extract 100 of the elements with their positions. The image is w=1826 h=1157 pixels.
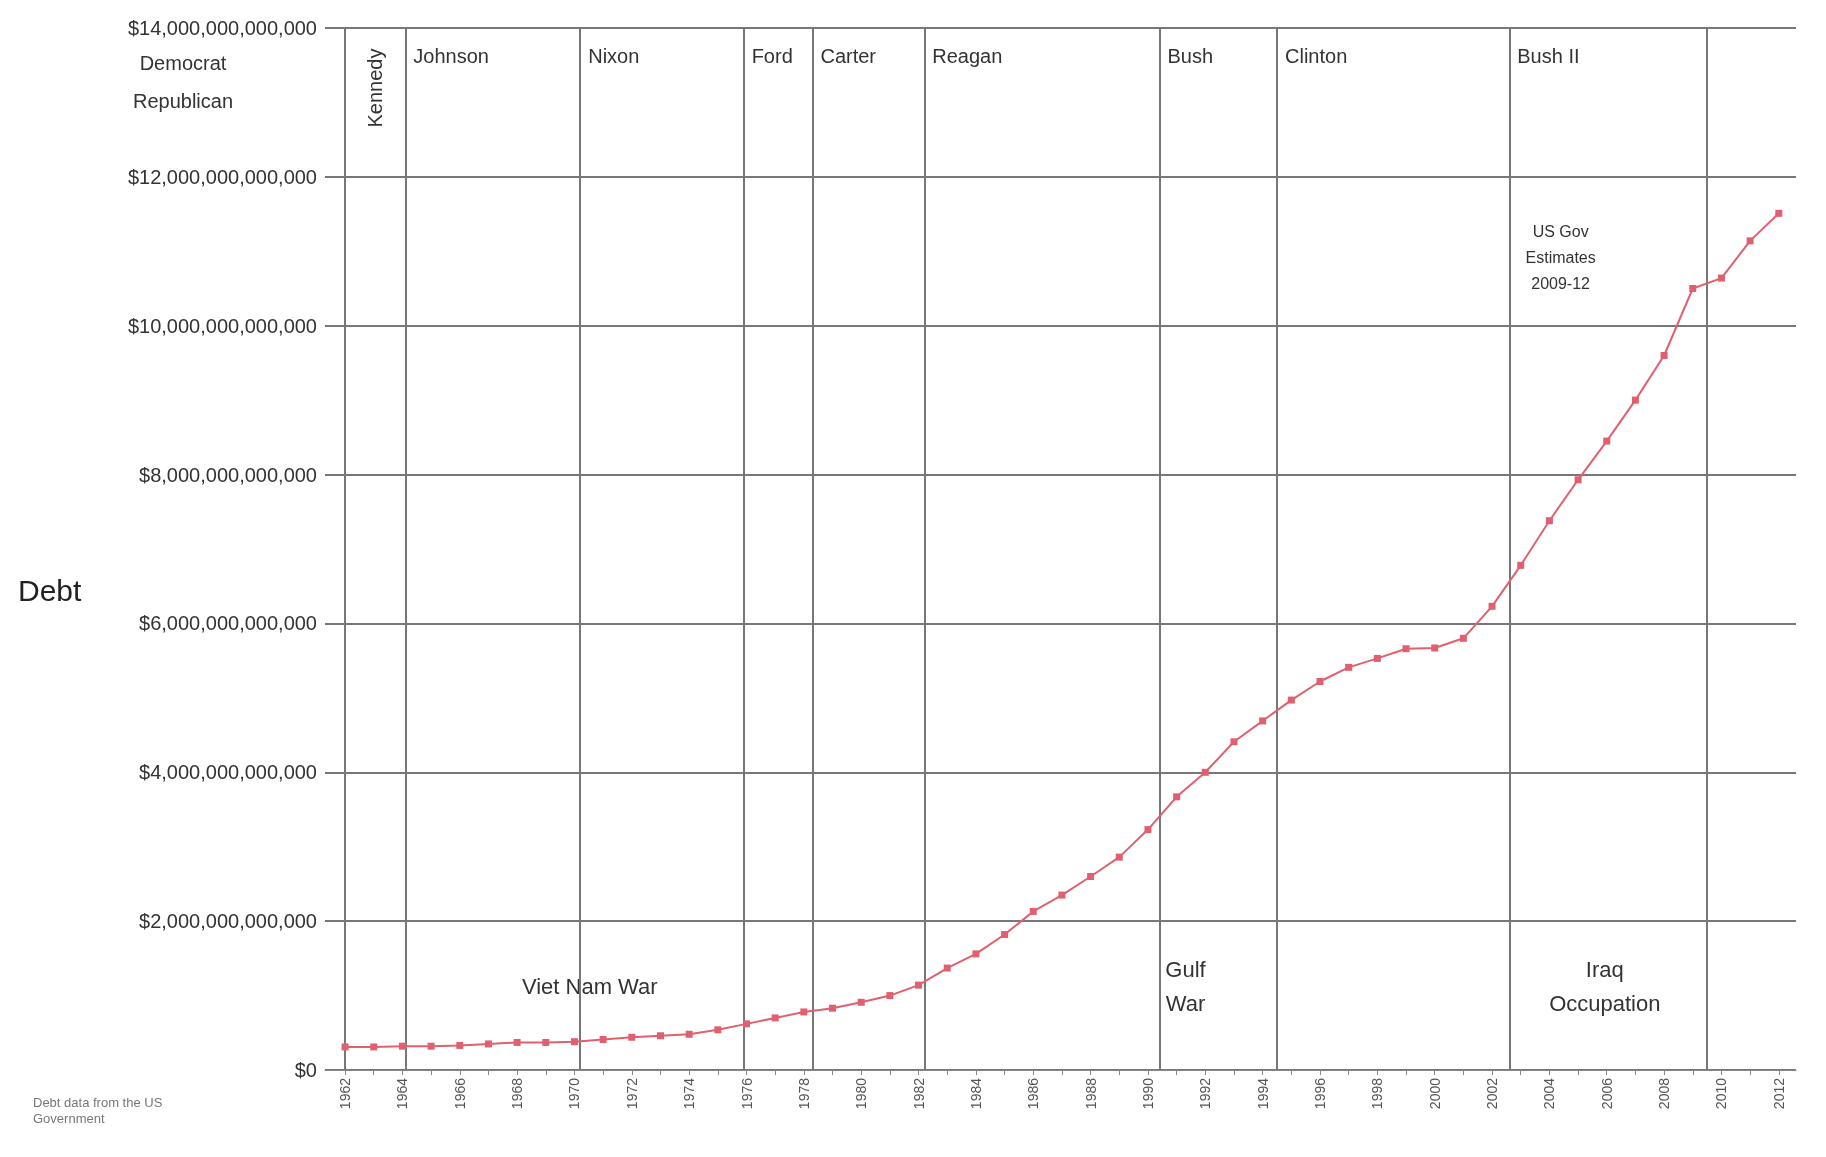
x-tick-label: 1970	[566, 1077, 583, 1110]
x-tick-label: 1996	[1312, 1077, 1328, 1110]
point	[1115, 853, 1123, 861]
x-tick-label: 1968	[509, 1077, 526, 1110]
point	[1746, 237, 1754, 245]
point	[427, 1042, 435, 1050]
point	[1517, 561, 1525, 569]
point	[1775, 209, 1783, 217]
annotation: Iraq Occupation	[1549, 957, 1661, 1017]
point	[1230, 738, 1238, 746]
text: Republican	[132, 90, 234, 112]
y-tick-label: $4,000,000,000,000	[139, 761, 317, 784]
point	[599, 1035, 607, 1043]
point	[656, 1032, 664, 1040]
point	[1058, 891, 1066, 899]
x-tick-label: 1966	[451, 1077, 468, 1110]
point	[398, 1042, 406, 1050]
point	[685, 1030, 693, 1038]
x-tick-label: 1974	[681, 1077, 698, 1110]
point	[1029, 907, 1037, 915]
ref-line-label: Bush	[1167, 45, 1214, 67]
x-tick-label: 2000	[1426, 1077, 1443, 1110]
text: Debt data from the US Government	[33, 1094, 163, 1126]
x-tick-label: 1964	[394, 1077, 411, 1110]
x-tick-label: 1962	[337, 1077, 354, 1110]
point	[1259, 717, 1267, 725]
point	[714, 1026, 722, 1034]
point	[1287, 696, 1295, 704]
point	[1545, 517, 1553, 525]
point	[1144, 826, 1152, 834]
point	[1431, 644, 1439, 652]
x-tick-label: 1972	[623, 1077, 640, 1110]
point	[513, 1038, 521, 1046]
y-tick-label: $10,000,000,000,000	[127, 314, 317, 337]
point	[829, 1004, 837, 1012]
annotation: Gulf War	[1165, 957, 1207, 1017]
point	[1660, 351, 1668, 359]
x-tick-label: 1978	[795, 1077, 812, 1110]
x-tick-label: 2010	[1713, 1077, 1730, 1110]
text: Democrat	[139, 52, 227, 74]
y-tick-label: $0	[294, 1059, 317, 1081]
point	[542, 1038, 550, 1046]
point	[1631, 396, 1639, 404]
point	[1459, 634, 1467, 642]
point	[857, 998, 865, 1006]
point	[1402, 645, 1410, 653]
point	[341, 1043, 349, 1051]
point	[1603, 437, 1611, 445]
point	[1201, 768, 1209, 776]
ref-line-label: Johnson	[413, 45, 489, 67]
annotation: US Gov Estimates 2009-12	[1525, 222, 1596, 292]
ref-line-label: Bush II	[1517, 45, 1580, 67]
y-tick-label: $14,000,000,000,000	[127, 17, 317, 39]
point	[943, 964, 951, 972]
point	[456, 1041, 464, 1049]
point	[915, 981, 923, 989]
y-tick-label: $6,000,000,000,000	[139, 612, 317, 635]
ref-line-label: Kennedy	[364, 48, 387, 128]
x-tick-label: 2012	[1770, 1077, 1787, 1110]
y-tick-label: $8,000,000,000,000	[139, 463, 317, 486]
point	[1001, 931, 1009, 939]
y-tick-label: $2,000,000,000,000	[139, 910, 317, 933]
x-tick-label: 1998	[1369, 1077, 1386, 1110]
x-tick-label: 1988	[1082, 1077, 1099, 1110]
x-tick-label: 1990	[1139, 1077, 1156, 1110]
x-tick-label: 1980	[853, 1077, 870, 1110]
y-tick-label: $12,000,000,000,000	[127, 165, 317, 188]
ref-line-label: Ford	[751, 45, 793, 67]
point	[1717, 274, 1725, 282]
point	[1373, 654, 1381, 662]
ref-line-label: Clinton	[1284, 45, 1348, 67]
x-tick-label: 2002	[1484, 1077, 1501, 1110]
point	[886, 992, 894, 1000]
point	[800, 1008, 808, 1016]
ref-line-label: Nixon	[588, 45, 640, 67]
point	[1488, 602, 1496, 610]
x-tick-label: 2008	[1656, 1077, 1673, 1110]
ref-line-label: Carter	[820, 45, 877, 67]
x-tick-label: 1984	[967, 1077, 984, 1110]
y-axis-title: Debt	[18, 573, 83, 607]
point	[1574, 476, 1582, 484]
x-tick-label: 1992	[1197, 1077, 1214, 1110]
x-tick-label: 1976	[738, 1077, 755, 1110]
point	[1087, 872, 1095, 880]
point	[570, 1038, 578, 1046]
x-tick-label: 1986	[1025, 1077, 1042, 1110]
point	[628, 1033, 636, 1041]
point	[771, 1014, 779, 1022]
point	[484, 1040, 492, 1048]
point	[1173, 793, 1181, 801]
point	[1316, 677, 1324, 685]
point	[743, 1020, 751, 1028]
x-tick-label: 2006	[1598, 1077, 1615, 1110]
point	[370, 1043, 378, 1051]
ref-line-label: Reagan	[932, 45, 1003, 67]
point	[1689, 285, 1697, 292]
point	[972, 950, 980, 958]
x-tick-label: 1994	[1254, 1077, 1271, 1110]
x-tick-label: 1982	[910, 1077, 927, 1110]
x-tick-label: 2004	[1541, 1077, 1558, 1110]
